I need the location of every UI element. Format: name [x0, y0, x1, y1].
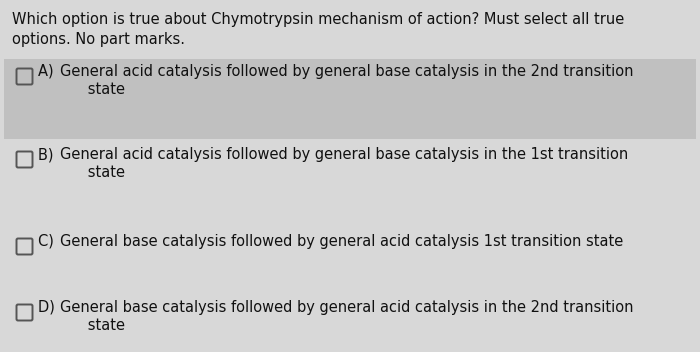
Text: state: state	[60, 165, 125, 180]
Text: Which option is true about Chymotrypsin mechanism of action? Must select all tru: Which option is true about Chymotrypsin …	[12, 12, 624, 27]
Text: General base catalysis followed by general acid catalysis 1st transition state: General base catalysis followed by gener…	[60, 234, 623, 249]
Text: options. No part marks.: options. No part marks.	[12, 32, 185, 47]
Text: A): A)	[38, 64, 58, 79]
Bar	[4, 59, 696, 139]
Text: state: state	[60, 82, 125, 97]
Text: C): C)	[38, 234, 59, 249]
Text: General acid catalysis followed by general base catalysis in the 2nd transition: General acid catalysis followed by gener…	[60, 64, 634, 79]
Text: state: state	[60, 318, 125, 333]
Text: B): B)	[38, 147, 58, 162]
Text: D): D)	[38, 300, 60, 315]
Text: General base catalysis followed by general acid catalysis in the 2nd transition: General base catalysis followed by gener…	[60, 300, 634, 315]
Text: General acid catalysis followed by general base catalysis in the 1st transition: General acid catalysis followed by gener…	[60, 147, 629, 162]
